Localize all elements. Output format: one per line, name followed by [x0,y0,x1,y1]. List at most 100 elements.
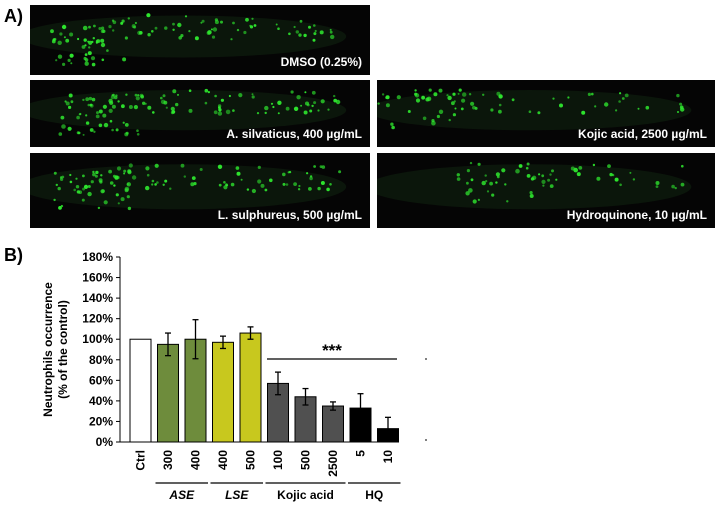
fluorescent-cell [84,53,88,56]
fluorescent-cell [65,101,70,106]
fluorescent-cell [578,166,583,170]
fluorescent-cell [287,171,290,174]
fluorescent-cell [309,176,313,181]
fluorescent-cell [525,166,529,170]
fluorescent-cell [160,96,163,100]
fluorescent-cell [162,183,165,186]
fluorescent-cell [238,93,243,98]
fluorescent-cell [594,105,597,108]
fluorescent-cell [501,168,506,173]
panel-b-label: B) [4,245,23,265]
fluorescent-cell [321,165,326,169]
fluorescent-cell [504,183,507,186]
fluorescent-cell [629,171,632,174]
fluorescent-cell [491,193,495,197]
fluorescent-cell [70,100,74,104]
fluorescent-cell [466,181,469,185]
fluorescent-cell [75,185,80,189]
fluorescent-cell [124,123,129,127]
fluorescent-cell [126,183,129,186]
fluorescent-cell [103,122,109,128]
fluorescent-cell [236,171,241,176]
fluorescent-cell [108,25,112,29]
fluorescent-cell [169,187,172,190]
fluorescent-cell [407,110,411,113]
fluorescent-cell [55,183,58,187]
fluorescent-cell [300,104,303,107]
fluorescent-cell [97,206,101,210]
fluorescent-cell [223,185,228,190]
y-tick-label: 80% [89,353,113,367]
fluorescent-cell [120,197,125,202]
fluorescent-cell [68,93,73,98]
y-tick-label: 0% [96,435,114,449]
y-tick-label: 60% [89,373,113,387]
fluorescent-cell [85,97,90,102]
fluorescent-cell [127,206,132,211]
chart-svg: 0% 20% 40% 60% 80% 100% 120% 140% 160% 180% Neutro… [41,250,427,502]
fluorescent-cell [172,22,175,26]
fluorescent-cell [55,59,58,62]
fluorescent-cell [170,106,175,111]
fluorescent-cell [235,166,240,170]
fluorescent-cell [260,183,265,188]
fluorescent-cell [446,94,449,97]
micrograph-a-silvaticus-dots [30,88,347,137]
fluorescent-cell [511,98,515,102]
fluorescent-cell [230,182,235,187]
fluorescent-cell [251,188,256,194]
fluorescent-cell [217,164,223,169]
fluorescent-cell [531,175,537,180]
fluorescent-cell [111,19,115,22]
fluorescent-cell [452,113,456,117]
fluorescent-cell [456,177,461,181]
fluorescent-cell [448,118,451,122]
micrograph-l-sulphureus-dots [30,163,347,211]
fluorescent-cell [98,123,103,128]
fluorescent-cell [82,133,85,136]
fluorescent-cell [180,163,185,168]
fluorescent-cell [90,104,94,108]
fluorescent-cell [62,62,66,66]
fluorescent-cell [311,104,314,108]
fluorescent-cell [298,33,302,37]
fluorescent-cell [165,106,168,109]
fluorescent-cell [217,111,223,116]
fluorescent-cell [123,172,126,175]
fluorescent-cell [95,114,100,119]
y-tick-label: 160% [82,271,113,285]
fluorescent-cell [106,49,109,52]
fluorescent-cell [101,58,105,62]
fluorescent-cell [194,36,199,41]
fluorescent-cell [164,179,168,183]
fluorescent-cell [621,97,625,100]
fluorescent-cell [96,111,99,115]
fluorescent-cell [381,93,385,96]
micrograph-hydroquinone-caption: Hydroquinone, 10 µg/mL [566,208,707,222]
y-axis-label: Neutrophils occurrence(% of the control) [41,282,70,417]
fluorescent-cell [559,103,563,108]
fluorescent-cell [95,170,99,175]
fluorescent-cell [206,31,211,35]
fluorescent-cell [320,99,325,104]
fluorescent-cell [461,98,466,103]
fluorescent-cell [65,38,70,43]
fluorescent-cell [506,200,509,203]
x-tick-label: 100 [271,450,285,470]
micrograph-a-silvaticus-caption: A. silvaticus, 400 µg/mL [226,127,362,141]
fluorescent-cell [82,187,86,191]
fluorescent-cell [655,181,660,185]
fluorescent-cell [204,101,208,105]
fluorescent-cell [87,191,92,197]
fluorescent-cell [308,187,312,191]
neutrophils-bar-chart: 0% 20% 40% 60% 80% 100% 120% 140% 160% 180% Neutro… [0,240,723,507]
fluorescent-cell [313,24,316,27]
fluorescent-cell [95,41,98,44]
fluorescent-cell [81,45,86,49]
fluorescent-cell [472,199,477,204]
bar [239,332,262,443]
fluorescent-cell [457,92,460,95]
fluorescent-cell [212,27,218,32]
x-tick-label: 500 [244,450,258,470]
fluorescent-cell [200,21,203,24]
